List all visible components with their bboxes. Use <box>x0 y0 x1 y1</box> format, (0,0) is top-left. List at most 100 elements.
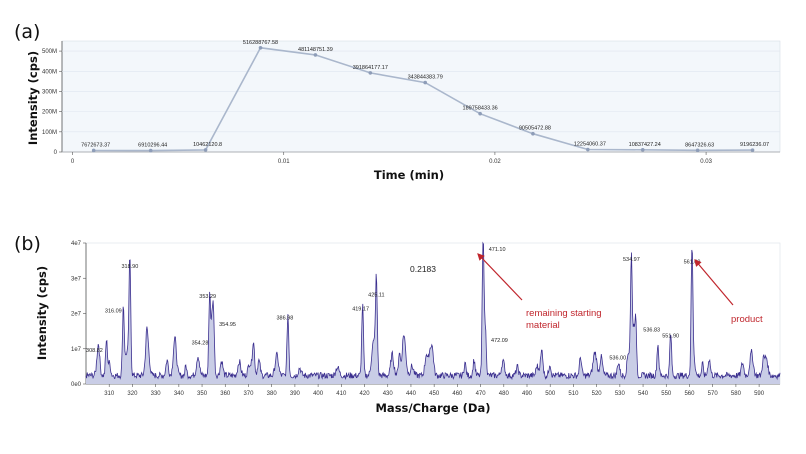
chart-b-x-tick-label: 410 <box>336 391 347 397</box>
chart-b-y-tick-label: 3e7 <box>71 276 82 282</box>
chart-a-point <box>640 148 645 152</box>
chart-b-peak-label: 354.95 <box>219 322 236 328</box>
chart-b-peak-label: 471.10 <box>489 247 506 253</box>
chart-b-x-tick-label: 470 <box>476 391 487 397</box>
chart-a-point <box>695 148 700 153</box>
chart-a-x-axis-title: Time (min) <box>374 168 444 182</box>
chart-b-x-tick-label: 390 <box>290 391 301 397</box>
chart-b-x-tick-label: 460 <box>452 391 463 397</box>
chart-b-y-tick-label: 0e0 <box>71 382 82 388</box>
chart-a-data-label: 9196236.07 <box>740 142 769 148</box>
chart-a-y-tick-label: 0 <box>54 150 58 156</box>
chart-b-peak-label: 551.90 <box>662 334 679 340</box>
chart-b-x-tick-label: 380 <box>267 391 278 397</box>
chart-b-x-tick-label: 350 <box>197 391 208 397</box>
chart-b-peak-label: 534.97 <box>623 257 640 263</box>
chart-b-x-tick-label: 570 <box>708 391 719 397</box>
chart-a-point <box>368 71 373 75</box>
chart-b-peak-label: 308.82 <box>86 348 103 354</box>
chart-b-x-tick-label: 430 <box>383 391 394 397</box>
chart-a-data-label: 516288767.58 <box>243 40 278 46</box>
panel-b-label: (b) <box>14 233 41 255</box>
arrow-starting-material <box>477 253 523 301</box>
chart-a-data-label: 189758433.36 <box>463 106 498 112</box>
chart-b-peak-label: 419.17 <box>352 307 369 313</box>
chart-a-y-tick-label: 100M <box>42 130 57 136</box>
chart-a-point <box>148 148 153 153</box>
chart-a-x-tick-label: 0.03 <box>700 159 712 165</box>
chart-b-x-tick-label: 320 <box>127 391 138 397</box>
chart-b-y-axis-title: Intensity (cps) <box>35 266 49 360</box>
chart-a-point <box>258 46 263 50</box>
chart-b-peak-label: 561.09 <box>684 259 701 265</box>
chart-b-y-tick-label: 4e7 <box>71 241 82 247</box>
panel-a-label: (a) <box>14 21 41 43</box>
chart-a-point <box>478 111 482 116</box>
chart-b-x-axis-title: Mass/Charge (Da) <box>375 401 490 415</box>
annotation-starting-material-line2: material <box>526 320 560 331</box>
chart-b-peak-label: 354.28 <box>192 341 209 347</box>
chart-b-x-tick-label: 550 <box>661 391 672 397</box>
chart-b-peak-label: 353.29 <box>199 294 216 300</box>
arrow-product <box>694 259 734 306</box>
chart-a-y-tick-label: 300M <box>42 89 57 95</box>
chart-a-data-label: 481148751.39 <box>298 47 333 53</box>
chart-a-x-tick-label: 0 <box>71 159 75 165</box>
chart-b-x-tick-label: 490 <box>522 391 533 397</box>
chart-b-x-tick-label: 330 <box>151 391 162 397</box>
chart-b-annotation-value: 0.2183 <box>410 264 436 274</box>
chart-b-peak-label: 536.00 <box>609 356 626 362</box>
chart-b-x-tick-label: 450 <box>429 391 440 397</box>
chart-a-point <box>531 131 535 136</box>
chart-b-x-tick-label: 510 <box>568 391 579 397</box>
chart-a-data-label: 391864177.17 <box>353 65 388 71</box>
chart-a-data-label: 10462120.8 <box>193 142 222 148</box>
chart-a-point <box>423 80 428 85</box>
chart-b-y-tick-label: 2e7 <box>71 312 82 318</box>
chart-b-y-tick-label: 1e7 <box>71 347 82 353</box>
chart-b-x-tick-label: 360 <box>220 391 231 397</box>
chart-b-x-tick-label: 340 <box>174 391 185 397</box>
chart-a-y-tick-label: 200M <box>42 110 57 116</box>
annotation-product: product <box>731 314 763 325</box>
chart-a-plot-area <box>61 40 781 153</box>
chart-a-point <box>203 148 208 152</box>
chart-a-point <box>313 53 318 57</box>
chart-b-x-tick-label: 500 <box>545 391 556 397</box>
chart-b-peak-label: 472.09 <box>491 338 508 344</box>
chart-b-x-tick-label: 420 <box>360 391 371 397</box>
chart-b-peak-label: 318.90 <box>121 264 138 270</box>
chart-b-x-tick-label: 440 <box>406 391 417 397</box>
chart-a-point <box>750 148 755 152</box>
chart-a-data-label: 10837427.24 <box>629 142 661 148</box>
annotation-starting-material-line1: remaining starting <box>526 308 602 319</box>
chart-b-x-tick-label: 400 <box>313 391 324 397</box>
chart-b-peak-label: 316.09 <box>105 308 122 314</box>
chart-b-x-tick-label: 540 <box>638 391 649 397</box>
chart-a-y-tick-label: 500M <box>42 49 57 55</box>
chart-a-data-label: 6910296.44 <box>138 143 167 149</box>
chart-a-data-label: 343844383.79 <box>408 75 443 81</box>
chart-a-y-tick-label: 400M <box>42 69 57 75</box>
chart-b-x-tick-label: 530 <box>615 391 626 397</box>
chart-a-data-label: 7672673.37 <box>81 142 110 148</box>
chart-b-x-tick-label: 560 <box>684 391 695 397</box>
chart-b-x-tick-label: 520 <box>592 391 603 397</box>
chart-a-data-label: 90505472.88 <box>519 126 551 132</box>
chart-b-peak-label: 536.83 <box>643 327 660 333</box>
chart-b-x-tick-label: 370 <box>243 391 254 397</box>
chart-a-data-label: 12254060.37 <box>574 142 606 148</box>
chart-b-spectrum-line <box>85 241 781 381</box>
chart-b-x-tick-label: 580 <box>731 391 742 397</box>
chart-a-data-label: 8647326.63 <box>685 142 714 148</box>
chart-a-y-axis-title: Intensity (cps) <box>26 51 40 145</box>
chart-b-x-tick-label: 480 <box>499 391 510 397</box>
chart-b-x-tick-label: 590 <box>754 391 765 397</box>
chart-a-point <box>586 147 590 152</box>
chart-a-point <box>91 148 96 153</box>
chart-b-peak-label: 386.98 <box>276 315 293 321</box>
chart-a-x-tick-label: 0.01 <box>278 159 290 165</box>
chart-b-x-tick-label: 310 <box>104 391 115 397</box>
